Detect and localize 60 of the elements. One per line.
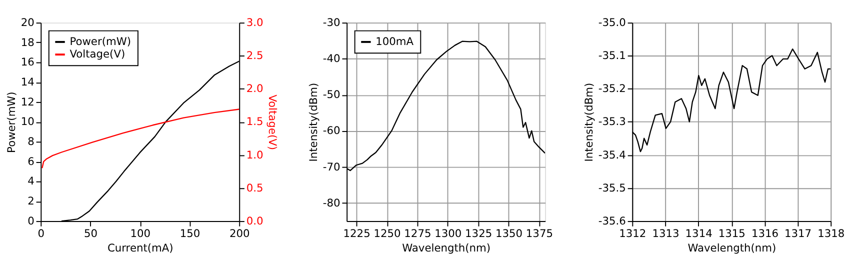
y-tick-label: 0 — [28, 214, 35, 228]
x-tick-label: 1300 — [434, 227, 462, 240]
x-axis-title: Wavelength(nm) — [402, 242, 490, 255]
y-tick-label: -70 — [322, 160, 341, 174]
y-tick-label: -35.2 — [598, 82, 626, 96]
x-tick-label: 100 — [130, 227, 151, 240]
y-tick-label: 18 — [20, 36, 35, 49]
legend-label: 100mA — [376, 34, 414, 48]
y-tick-label: -50 — [322, 88, 341, 102]
y-tick-label: -35.4 — [598, 148, 626, 162]
y-tick-label: -80 — [322, 196, 341, 210]
y2-tick-label: 0.5 — [246, 181, 264, 194]
y-tick-label: 8 — [28, 135, 35, 148]
x-tick-label: 1275 — [404, 227, 432, 240]
y-tick-label: -60 — [322, 124, 341, 138]
x-tick-label: 150 — [180, 227, 200, 240]
x-axis-title: Wavelength(nm) — [688, 242, 776, 255]
x-tick-label: 1317 — [784, 227, 812, 240]
y2-axis-title: Voltage(V) — [266, 94, 280, 150]
x-tick-label: 1250 — [374, 227, 402, 240]
y2-tick-label: 3.0 — [246, 16, 264, 29]
x-tick-label: 1325 — [465, 227, 492, 240]
x-axis-title: Current(mA) — [107, 242, 174, 255]
x-tick-label: 1312 — [619, 227, 646, 240]
x-tick-label: 1350 — [495, 227, 523, 240]
y-tick-label: -35.0 — [598, 16, 626, 29]
y2-tick-label: 2.5 — [246, 49, 264, 62]
y-tick-label: 4 — [28, 174, 35, 188]
y-tick-label: -40 — [322, 52, 341, 66]
x-tick-label: 1318 — [818, 227, 845, 240]
x-tick-label: 200 — [229, 227, 250, 240]
x-tick-label: 1375 — [526, 227, 553, 240]
y-tick-label: 20 — [20, 16, 35, 29]
y2-tick-label: 1.0 — [246, 148, 264, 162]
x-tick-label: 1313 — [652, 227, 680, 240]
x-tick-label: 50 — [84, 227, 98, 240]
y-tick-label: -35.6 — [598, 214, 626, 228]
x-tick-label: 1316 — [751, 227, 779, 240]
x-tick-label: 0 — [38, 227, 45, 240]
y-tick-label: 12 — [20, 95, 34, 108]
y-axis-title: Intensity(dBm) — [582, 82, 596, 162]
y-axis-title: Power(mW) — [5, 92, 18, 153]
y-tick-label: 16 — [20, 56, 35, 69]
y-tick-label: 14 — [20, 76, 35, 89]
y-tick-label: 2 — [28, 194, 34, 208]
y-tick-label: 10 — [20, 115, 35, 128]
y2-tick-label: 2.0 — [246, 82, 264, 96]
y-tick-label: -35.5 — [598, 181, 626, 194]
y2-tick-label: 1.5 — [246, 115, 264, 128]
y-tick-label: -35.3 — [598, 115, 626, 128]
x-tick-label: 1225 — [343, 227, 370, 240]
y-tick-label: -35.1 — [598, 49, 626, 62]
y-tick-label: -30 — [322, 16, 341, 29]
y-tick-label: 6 — [28, 154, 35, 168]
x-tick-label: 1315 — [718, 227, 746, 240]
y2-tick-label: 0.0 — [246, 214, 264, 228]
legend-label: Voltage(V) — [70, 47, 126, 60]
legend-label: Power(mW) — [70, 34, 131, 48]
x-tick-label: 1314 — [685, 227, 713, 240]
y-axis-title: Intensity(dBm) — [307, 82, 320, 162]
